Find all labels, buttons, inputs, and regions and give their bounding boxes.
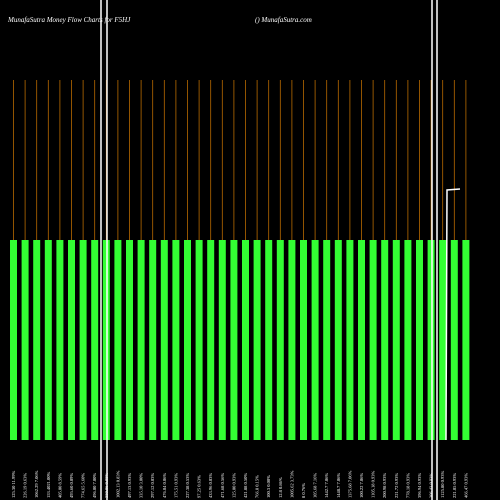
bar <box>91 240 99 440</box>
x-tick-label: 774.65 5.60% <box>81 473 86 498</box>
x-tick-label: 100.3 0.00% <box>266 475 271 498</box>
bar <box>462 240 470 440</box>
x-tick-label: 200.98 0.93% <box>382 473 387 498</box>
bar <box>311 240 319 440</box>
bar <box>276 240 284 440</box>
bar <box>450 240 458 440</box>
x-tick-label: 100.22 7.06% <box>359 473 364 498</box>
bar <box>68 240 75 440</box>
x-tick-label: 227.38 0.53% <box>185 473 190 498</box>
bar <box>346 240 354 440</box>
bar <box>44 240 52 440</box>
x-tick-label: 778.18 0.93% <box>405 473 410 498</box>
labels: 125.30 11.99% 226.19 0.63% 1062.29 7.06% 15… <box>11 470 468 498</box>
x-tick-label: 125.30 11.99% <box>11 471 16 498</box>
x-tick-label: 497.13 0.93% <box>127 473 132 498</box>
x-tick-label: 297.12 0.03% <box>150 473 155 498</box>
bar <box>33 240 41 440</box>
x-tick-label: 396.94 0.93% <box>417 473 422 498</box>
x-tick-label: 466.47 0.93% <box>463 473 468 498</box>
x-tick-label: 766.8 0.15% <box>255 475 260 498</box>
bar <box>79 240 87 440</box>
bar <box>207 240 215 440</box>
bar <box>172 240 180 440</box>
bar <box>218 240 226 440</box>
price-line <box>445 188 461 441</box>
bar <box>358 240 365 440</box>
x-tick-label: 1002.13 0.83% <box>115 470 120 498</box>
x-tick-label: 495.60 0.09% <box>69 473 74 498</box>
x-tick-label: 153.4021.00% <box>46 472 51 499</box>
bar <box>265 240 273 440</box>
x-tick-label: 1105.18 0.93% <box>371 471 376 498</box>
chart-subtitle: () MunafaSutra.com <box>255 16 312 24</box>
x-tick-label: 476.04 0.06% <box>162 473 167 498</box>
bar <box>300 240 307 440</box>
bar <box>160 240 168 440</box>
bar <box>56 240 64 440</box>
bar <box>427 240 435 440</box>
x-tick-label: 12.8 0.86% <box>278 477 283 498</box>
bar <box>334 240 342 440</box>
bar <box>392 240 400 440</box>
bar <box>381 240 389 440</box>
bar <box>416 240 423 440</box>
chart-title: MunafaSutra Money Flow Charts for F5HJ <box>7 16 131 24</box>
bar <box>439 240 447 440</box>
x-tick-label: 1442.7 7.06% <box>324 473 329 498</box>
x-tick-label: 496.00 7.00% <box>92 473 97 498</box>
bar <box>137 240 145 440</box>
bar <box>126 240 133 440</box>
x-tick-label: 221.05 0.93% <box>452 473 457 498</box>
x-tick-label: 1062.29 7.06% <box>34 470 39 498</box>
bar <box>114 240 122 440</box>
x-tick-label: 221.72 0.93% <box>394 473 399 498</box>
bar <box>195 240 203 440</box>
x-tick-label: 97.25 0.63% <box>197 475 202 498</box>
x-tick-label: 226.19 0.63% <box>23 473 28 498</box>
x-tick-label: 1005.62 3.73% <box>289 470 294 498</box>
x-tick-label: 8 0.76% <box>301 483 306 498</box>
x-tick-label: 335.10 3.00% <box>139 473 144 498</box>
bar <box>21 240 29 440</box>
x-tick-label: 405.00 8.59% <box>57 473 62 498</box>
bar <box>369 240 377 440</box>
x-tick-label: 1375.68 7.06% <box>347 470 352 498</box>
bar <box>149 240 157 440</box>
x-tick-label: 1448.7 7.06% <box>336 473 341 498</box>
bar <box>288 240 296 440</box>
x-tick-label: 306.43 0.93% <box>429 473 434 498</box>
bar <box>242 240 249 440</box>
x-tick-label: 471.68 0.56% <box>220 473 225 498</box>
x-tick-label: 421.88 0.50% <box>243 473 248 498</box>
bar <box>404 240 412 440</box>
bar <box>230 240 238 440</box>
bar <box>253 240 261 440</box>
x-tick-label: 433.96 0.03% <box>208 473 213 498</box>
x-tick-label: 125.00 0.93% <box>231 473 236 498</box>
x-tick-label: 175.51 0.93% <box>173 473 178 498</box>
bar <box>323 240 331 440</box>
x-tick-label: 105.68 7.16% <box>313 473 318 498</box>
x-tick-label: 1125.80 0.93% <box>440 471 445 498</box>
bar <box>184 240 191 440</box>
bar <box>10 240 17 440</box>
